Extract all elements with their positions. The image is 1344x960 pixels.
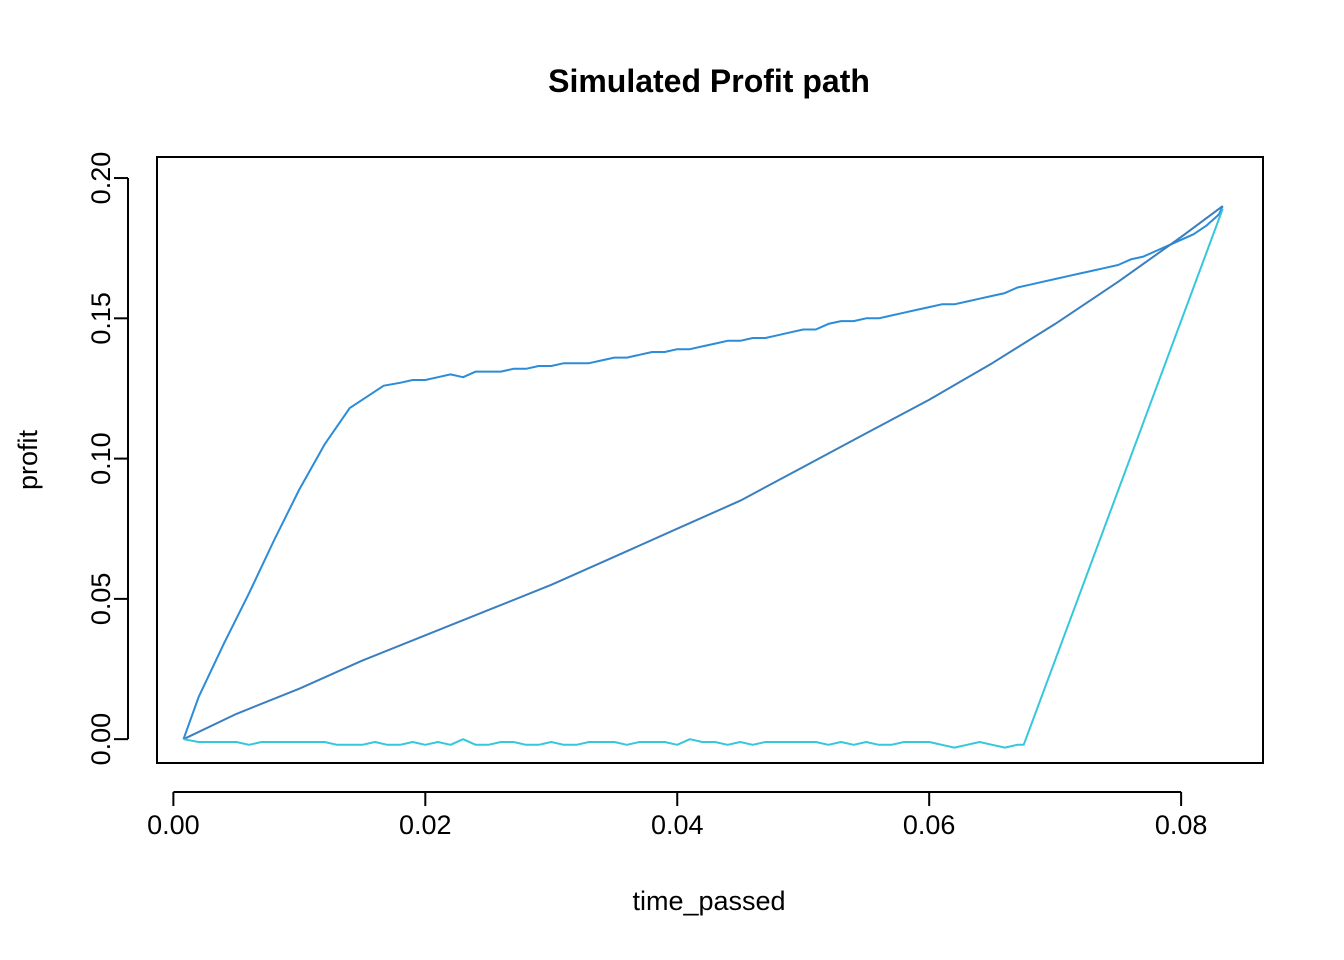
plot-area-frame <box>156 156 1264 764</box>
x-tick-label: 0.02 <box>399 810 452 840</box>
y-axis: 0.00 0.05 0.10 0.15 0.20 <box>86 152 129 766</box>
x-tick-label: 0.00 <box>147 810 200 840</box>
series-line-3 <box>183 208 1224 749</box>
series-line-1 <box>182 205 1224 740</box>
x-axis: 0.00 0.02 0.04 0.06 0.08 <box>147 791 1208 840</box>
y-axis-label: profit <box>13 429 43 490</box>
y-tick-label: 0.10 <box>86 432 116 485</box>
x-tick-label: 0.04 <box>651 810 704 840</box>
y-tick-label: 0.05 <box>86 573 116 626</box>
series-layer <box>182 205 1224 749</box>
y-tick-label: 0.00 <box>86 713 116 766</box>
y-tick-label: 0.15 <box>86 292 116 345</box>
x-axis-label: time_passed <box>632 886 785 916</box>
series-line-2 <box>183 205 1224 741</box>
chart-title: Simulated Profit path <box>548 63 870 99</box>
y-tick-label: 0.20 <box>86 152 116 205</box>
x-tick-label: 0.06 <box>903 810 956 840</box>
x-tick-label: 0.08 <box>1155 810 1208 840</box>
